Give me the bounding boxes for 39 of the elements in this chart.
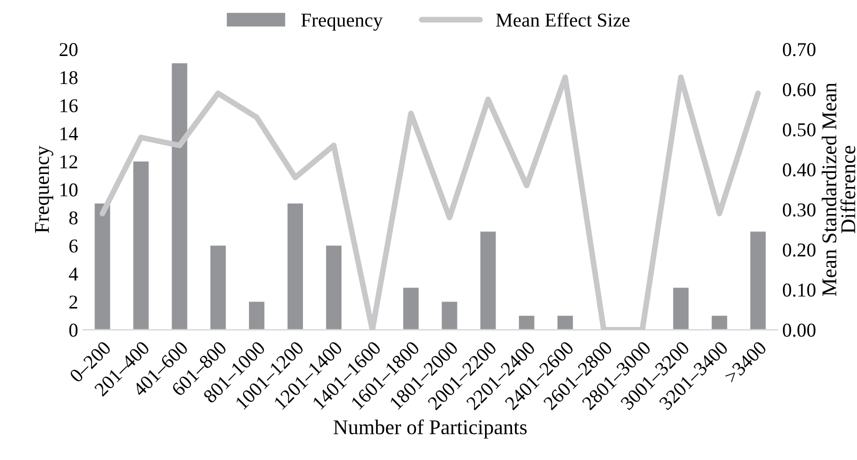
y2-tick-label: 0.70 <box>782 43 816 56</box>
y2-axis-title: Mean Standardized Mean Difference <box>822 82 856 296</box>
bar <box>750 232 766 330</box>
y2-tick-label: 0.60 <box>782 83 816 96</box>
y-tick-label: 14 <box>60 127 78 140</box>
y2-tick-label: 0.40 <box>782 163 816 176</box>
y2-tick-label: 0.10 <box>782 284 816 297</box>
bar <box>172 63 188 330</box>
y-tick-label: 0 <box>69 324 78 337</box>
bar <box>712 316 728 330</box>
x-axis-title: Number of Participants <box>334 419 527 439</box>
bar <box>673 288 689 330</box>
y-tick-label: 8 <box>69 211 78 225</box>
y-tick-label: 10 <box>60 183 78 196</box>
bar <box>518 316 534 330</box>
y-tick-label: 16 <box>60 99 78 112</box>
legend-label: Mean Effect Size <box>496 12 630 27</box>
bar <box>248 302 264 330</box>
y-tick-label: 20 <box>60 43 78 56</box>
bar <box>288 204 303 330</box>
y-tick-label: 12 <box>60 155 78 168</box>
y2-tick-label: 0.50 <box>782 123 816 136</box>
bar <box>133 161 149 330</box>
y-tick-label: 2 <box>69 296 78 309</box>
bar <box>94 204 110 330</box>
legend-label: Frequency <box>301 14 383 31</box>
bar <box>210 246 226 330</box>
bar <box>442 302 458 330</box>
bar <box>403 288 419 330</box>
bar <box>480 232 496 330</box>
y2-tick-label: 0.20 <box>782 243 816 257</box>
bar <box>326 246 342 330</box>
y2-tick-label: 0.00 <box>782 324 816 337</box>
y-tick-label: 18 <box>60 71 78 84</box>
y-tick-label: 4 <box>68 268 78 280</box>
y-axis-title: Frequency <box>35 146 54 233</box>
bar <box>557 316 573 330</box>
y2-tick-label: 0.30 <box>782 203 816 217</box>
y-tick-label: 6 <box>69 240 78 253</box>
